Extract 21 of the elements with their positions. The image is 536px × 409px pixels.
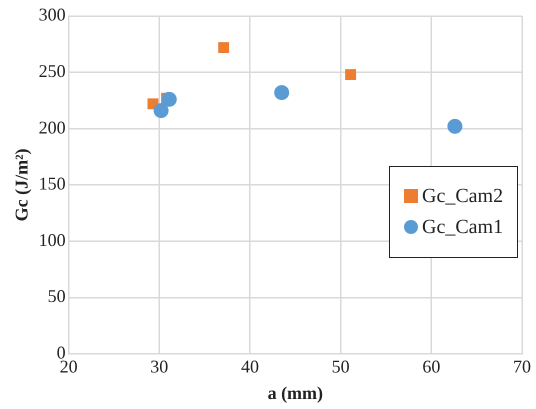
y-axis-title: Gc (J/m²) bbox=[11, 148, 32, 222]
point bbox=[274, 85, 290, 100]
point bbox=[154, 103, 169, 118]
x-tick-label: 30 bbox=[150, 356, 168, 376]
x-tick-label: 60 bbox=[422, 356, 440, 376]
x-tick-label: 50 bbox=[332, 356, 350, 376]
x-tick-label: 40 bbox=[240, 356, 259, 376]
y-tick-label: 100 bbox=[38, 230, 66, 250]
y-tick-label: 50 bbox=[48, 286, 66, 306]
point bbox=[447, 118, 462, 134]
point bbox=[162, 92, 177, 107]
y-tick-label: 150 bbox=[38, 174, 66, 194]
legend-label: Gc_Cam1 bbox=[422, 216, 504, 239]
x-axis-title: a (mm) bbox=[268, 382, 324, 403]
point bbox=[218, 42, 230, 53]
legend-label: Gc_Cam2 bbox=[422, 184, 504, 208]
point bbox=[345, 69, 356, 80]
y-tick-label: 200 bbox=[38, 117, 66, 138]
y-tick-label: 300 bbox=[38, 4, 66, 25]
y-tick-label: 250 bbox=[38, 61, 66, 82]
x-tick-label: 70 bbox=[513, 356, 531, 376]
